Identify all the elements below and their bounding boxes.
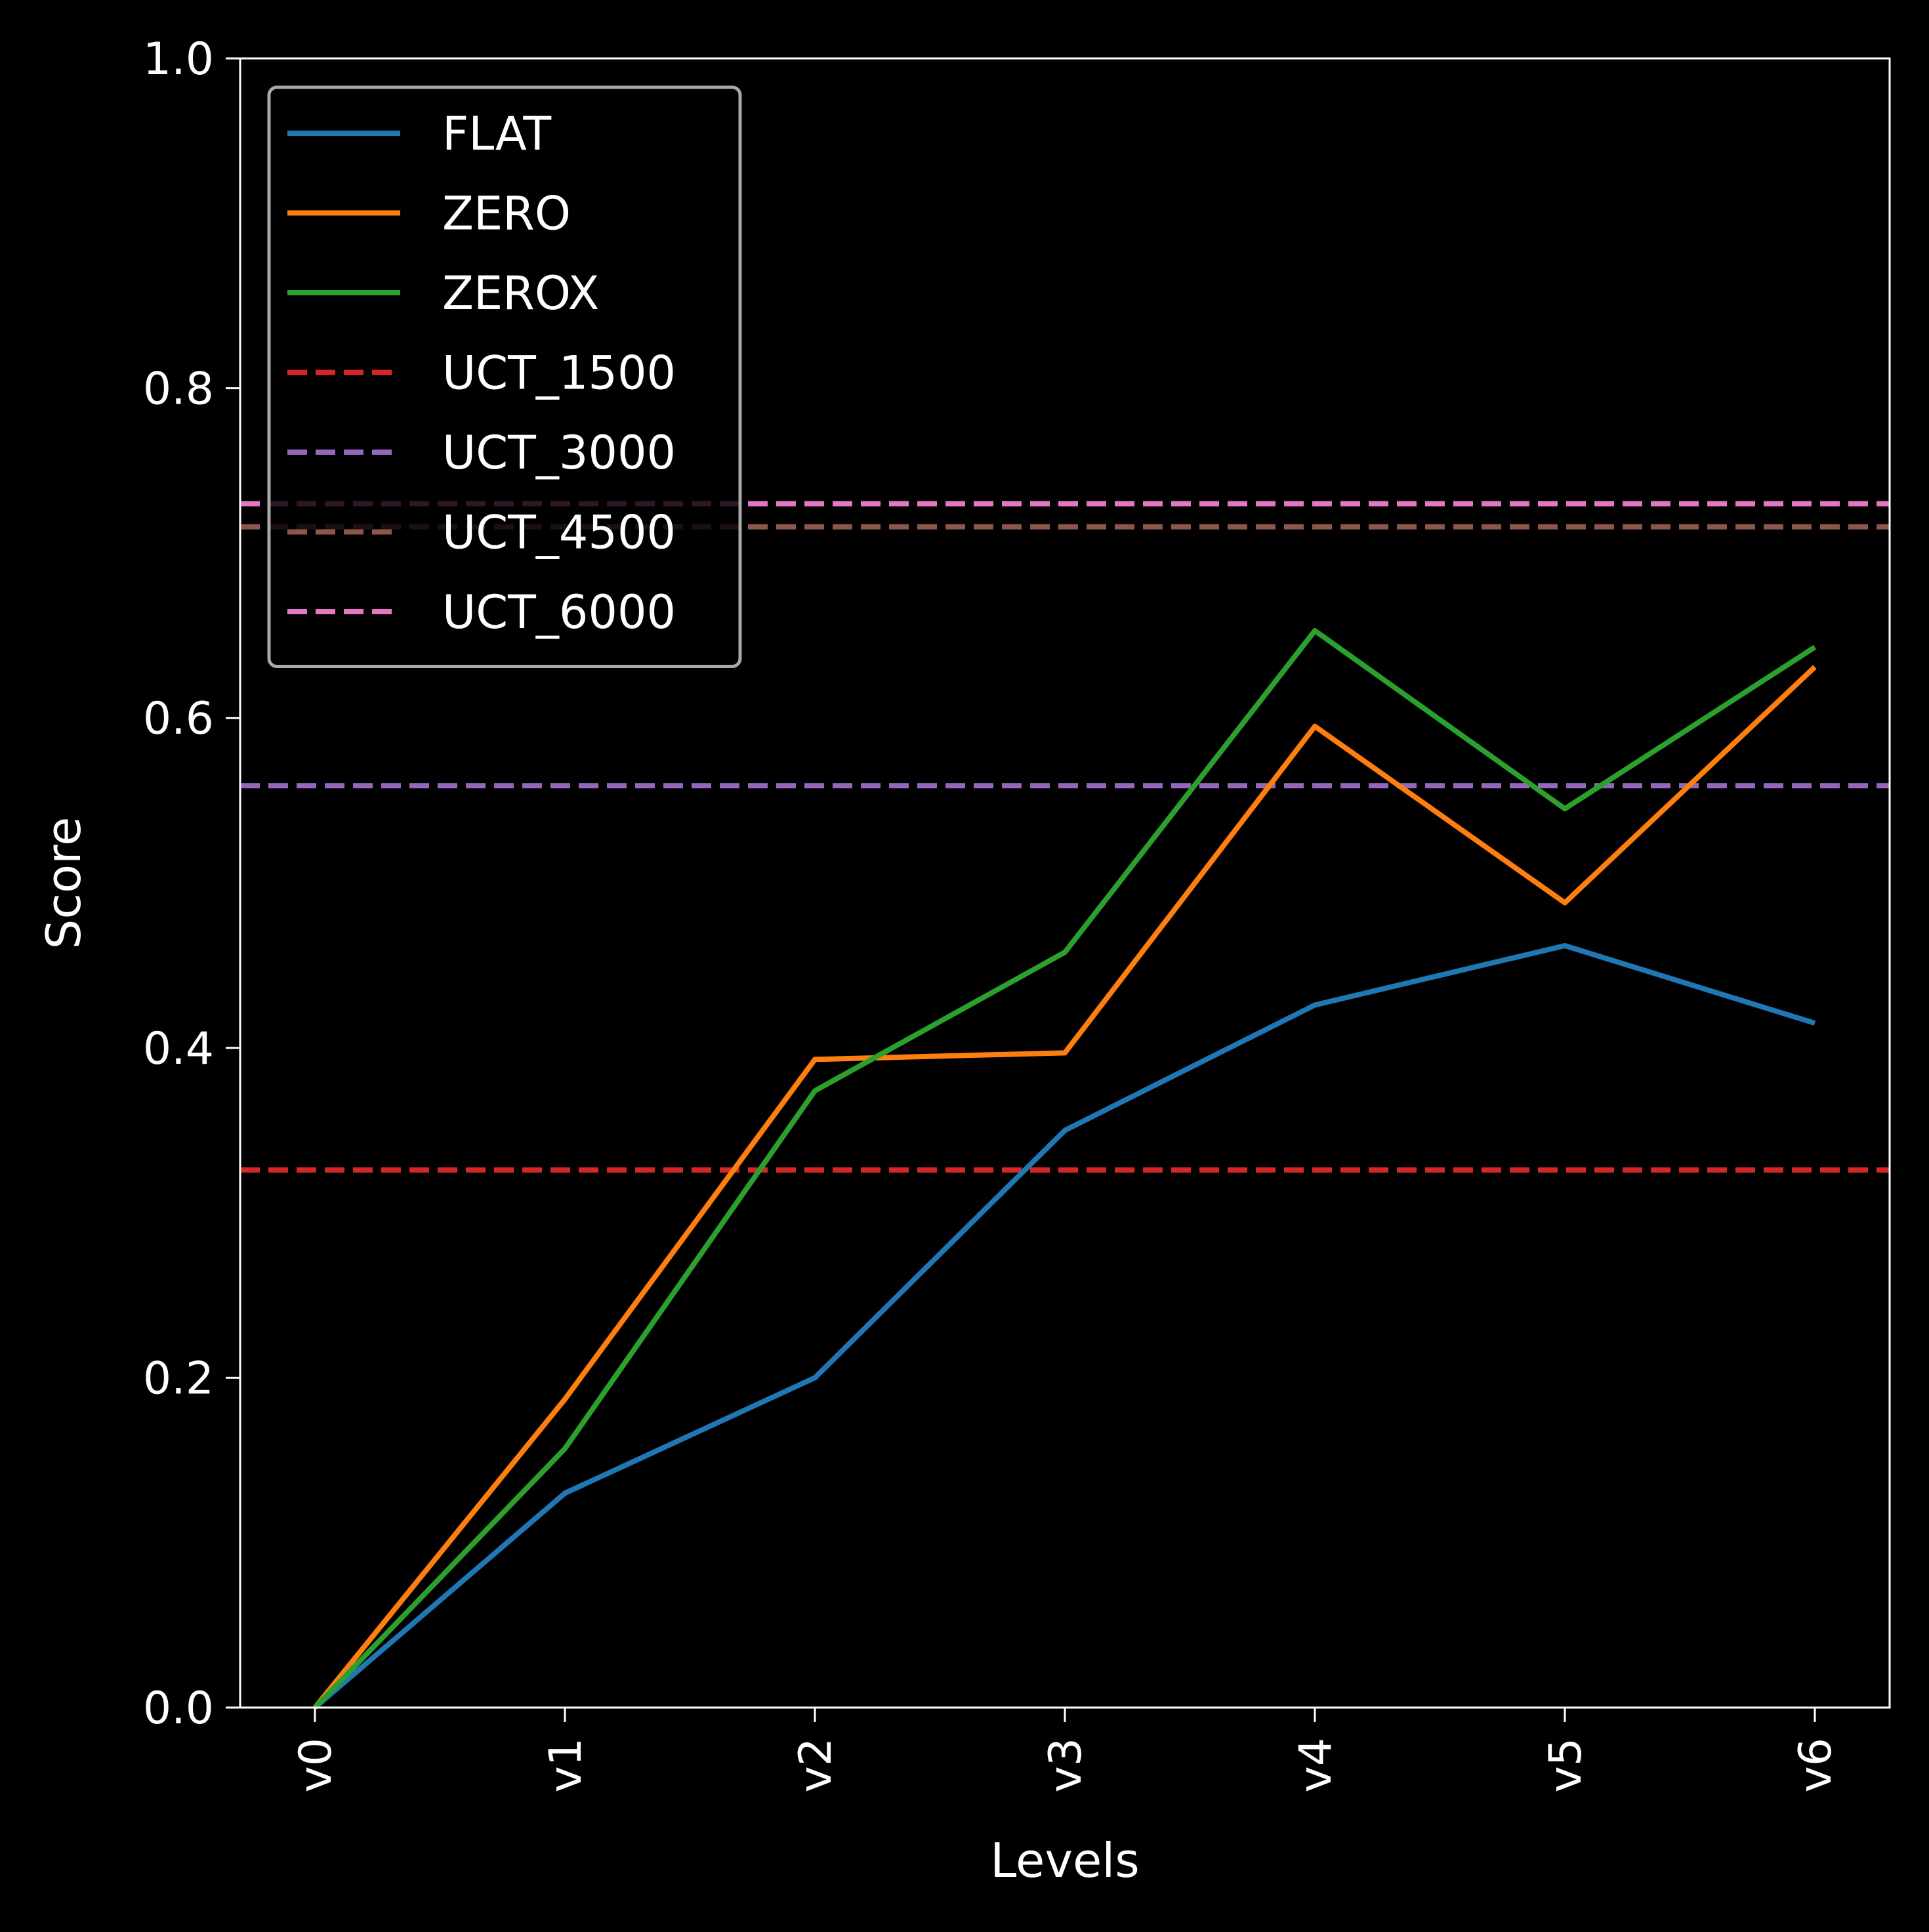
- legend-label: ZERO: [442, 187, 571, 241]
- y-tick-label: 0.2: [143, 1353, 214, 1404]
- legend-label: UCT_4500: [442, 506, 676, 560]
- legend: FLAT ZERO ZEROX UCT_1500 UCT_3000 UCT_4500 UCT…: [267, 85, 742, 668]
- legend-label: UCT_3000: [442, 426, 676, 480]
- y-tick-label: 0.4: [143, 1023, 214, 1075]
- x-tick-label: v3: [1040, 1738, 1092, 1793]
- x-tick-label: v0: [290, 1738, 342, 1793]
- legend-box: [267, 85, 742, 668]
- legend-label: UCT_6000: [442, 585, 676, 639]
- y-tick-label: 0.0: [143, 1683, 214, 1734]
- y-tick-label: 0.8: [143, 364, 214, 415]
- legend-label: FLAT: [442, 107, 551, 161]
- x-tick-label: v2: [790, 1738, 842, 1793]
- legend-label: UCT_1500: [442, 346, 676, 400]
- y-tick-label: 0.6: [143, 693, 214, 745]
- x-tick-label: v5: [1540, 1738, 1592, 1793]
- x-tick-label: v4: [1290, 1738, 1342, 1793]
- y-axis-label: Score: [36, 817, 91, 950]
- x-axis: v0 v1 v2 v3 v4 v5 v6: [290, 1708, 1842, 1793]
- legend-label: ZEROX: [442, 266, 599, 320]
- y-axis: 0.0 0.2 0.4 0.6 0.8 1.0: [143, 33, 240, 1734]
- series-line-zero: [312, 665, 1817, 1710]
- x-tick-label: v6: [1790, 1738, 1842, 1793]
- series-line-zerox: [313, 628, 1817, 1710]
- plot-lines: [240, 501, 1890, 1710]
- x-tick-label: v1: [540, 1738, 592, 1793]
- x-axis-label: Levels: [990, 1833, 1140, 1888]
- y-tick-label: 1.0: [143, 33, 214, 85]
- series-line-flat: [313, 942, 1816, 1710]
